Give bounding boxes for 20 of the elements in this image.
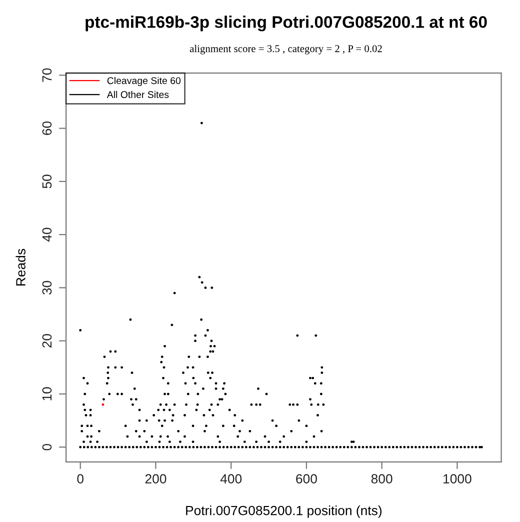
x-axis-title: Potri.007G085200.1 position (nts): [186, 506, 382, 518]
y-tick-label: 40: [42, 228, 52, 242]
chart-title: ptc-miR169b-3p slicing Potri.007G085200.1 at nt 60: [86, 16, 487, 32]
y-tick-label: 10: [42, 387, 52, 400]
x-tick-label: 1000: [444, 474, 472, 484]
x-tick-label: 0: [77, 474, 84, 484]
y-tick-label: 20: [42, 334, 52, 348]
x-tick-label: 800: [371, 474, 392, 484]
y-tick-label: 70: [42, 68, 52, 82]
x-tick-label: 400: [220, 474, 242, 484]
y-tick-label: 50: [42, 174, 52, 188]
x-tick-label: 600: [296, 474, 317, 484]
y-axis-title: Reads: [16, 248, 26, 286]
y-tick-label: 30: [42, 280, 52, 295]
chart-subtitle: alignment score = 3.5 , category = 2 , P = 0.02: [190, 44, 382, 54]
x-tick-label: 200: [145, 474, 166, 484]
y-tick-label: 0: [42, 444, 52, 450]
y-tick-label: 60: [42, 122, 52, 135]
legend-label: Cleavage Site 60: [107, 76, 181, 86]
legend-label: All Other Sites: [106, 90, 169, 98]
